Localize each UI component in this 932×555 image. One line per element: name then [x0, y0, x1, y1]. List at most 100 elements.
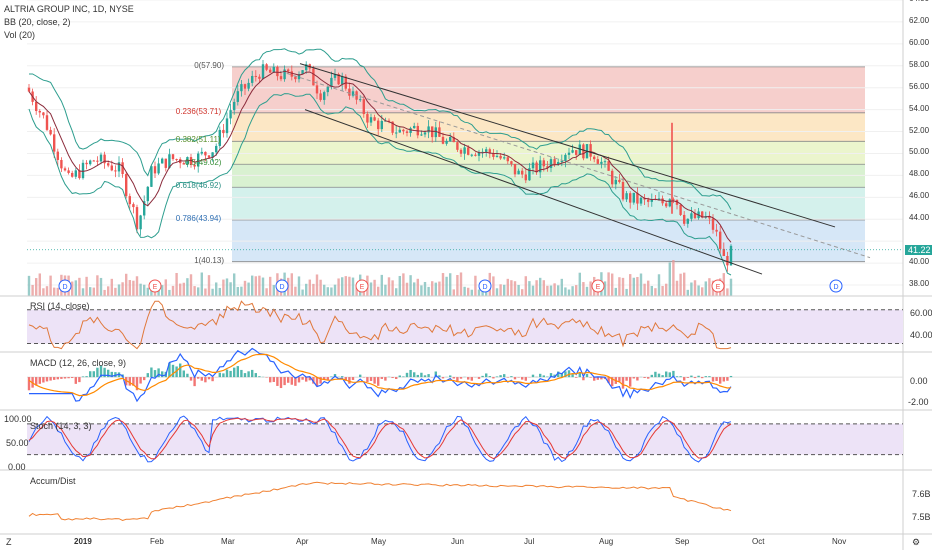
- settings-icon[interactable]: ⚙: [912, 537, 920, 548]
- stoch-tick: 0.00: [8, 462, 26, 472]
- macd-histogram-bar: [406, 373, 408, 377]
- candle-body: [129, 196, 131, 204]
- macd-histogram-bar: [467, 377, 469, 379]
- macd-histogram-bar: [701, 377, 703, 378]
- volume-bar: [517, 285, 519, 296]
- macd-histogram-bar: [539, 374, 541, 377]
- volume-bar: [611, 274, 613, 296]
- macd-histogram-bar: [222, 373, 224, 377]
- price-tick: 62.00: [909, 16, 929, 25]
- candle-body: [204, 152, 206, 156]
- marker-letter: E: [360, 284, 365, 291]
- rsi-label[interactable]: RSI (14, close): [30, 301, 90, 311]
- volume-bar: [240, 287, 242, 296]
- candle-body: [600, 162, 602, 164]
- candle-body: [665, 203, 667, 206]
- macd-histogram-bar: [143, 377, 145, 380]
- macd-histogram-bar: [269, 377, 271, 382]
- macd-histogram-bar: [697, 376, 699, 377]
- volume-bar: [647, 281, 649, 296]
- macd-label[interactable]: MACD (12, 26, close, 9): [30, 358, 126, 368]
- candle-body: [406, 131, 408, 133]
- volume-bar: [229, 282, 231, 296]
- candle-body: [291, 71, 293, 76]
- macd-histogram-bar: [654, 372, 656, 377]
- candle-body: [625, 193, 627, 199]
- macd-histogram-bar: [420, 373, 422, 377]
- volume-bar: [136, 276, 138, 296]
- price-tick: 50.00: [909, 147, 929, 156]
- volume-bar: [85, 277, 87, 296]
- macd-histogram-bar: [391, 377, 393, 378]
- candle-body: [611, 171, 613, 184]
- candle-body: [247, 83, 249, 89]
- candle-body: [363, 99, 365, 114]
- macd-histogram-bar: [85, 376, 87, 377]
- candle-body: [269, 70, 271, 73]
- volume-indicator-label[interactable]: Vol (20): [4, 30, 35, 40]
- zoom-button[interactable]: Z: [6, 537, 12, 547]
- macd-histogram-bar: [658, 374, 660, 377]
- stoch-tick: 50.00: [6, 438, 29, 448]
- volume-bar: [111, 279, 113, 296]
- macd-histogram-bar: [147, 373, 149, 377]
- time-tick: Feb: [150, 537, 164, 546]
- candle-body: [503, 157, 505, 158]
- volume-bar: [46, 286, 48, 296]
- volume-bar: [701, 287, 703, 296]
- macd-histogram-bar: [715, 377, 717, 381]
- candle-body: [413, 126, 415, 128]
- marker-letter: D: [482, 284, 487, 291]
- candle-body: [229, 110, 231, 118]
- candle-body: [132, 204, 134, 207]
- macd-histogram-bar: [705, 376, 707, 377]
- stoch-label[interactable]: Stoch (14, 3, 3): [30, 421, 92, 431]
- time-tick: Mar: [221, 537, 235, 546]
- price-tick: 38.00: [909, 279, 929, 288]
- price-tick: 58.00: [909, 60, 929, 69]
- accum-dist-label[interactable]: Accum/Dist: [30, 476, 76, 486]
- candle-body: [255, 76, 257, 77]
- fib-zone: [232, 141, 865, 164]
- volume-bar: [319, 280, 321, 296]
- volume-bar: [190, 274, 192, 296]
- price-tick: 46.00: [909, 191, 929, 200]
- volume-bar: [496, 288, 498, 296]
- volume-bar: [431, 281, 433, 296]
- volume-bar: [564, 287, 566, 296]
- candle-body: [463, 147, 465, 153]
- volume-bar: [492, 276, 494, 296]
- macd-histogram-bar: [503, 374, 505, 377]
- macd-histogram-bar: [381, 377, 383, 379]
- time-tick: 2019: [74, 537, 92, 546]
- time-tick: May: [371, 537, 386, 546]
- volume-bar: [139, 284, 141, 296]
- macd-histogram-bar: [575, 377, 577, 378]
- fib-level-label: 0.236(53.71): [176, 107, 221, 116]
- bb-indicator-label[interactable]: BB (20, close, 2): [4, 17, 71, 27]
- volume-bar: [175, 273, 177, 296]
- volume-bar: [103, 290, 105, 296]
- marker-letter: D: [279, 284, 284, 291]
- candle-body: [226, 118, 228, 133]
- macd-histogram-bar: [399, 375, 401, 377]
- price-tick: 52.00: [909, 126, 929, 135]
- candle-body: [64, 168, 66, 170]
- candle-body: [485, 149, 487, 152]
- candle-body: [395, 133, 397, 134]
- candle-body: [633, 193, 635, 203]
- macd-histogram-bar: [647, 377, 649, 379]
- volume-bar: [579, 273, 581, 296]
- volume-bar: [708, 278, 710, 296]
- volume-bar: [93, 288, 95, 296]
- candle-body: [341, 77, 343, 85]
- volume-bar: [503, 285, 505, 296]
- candle-body: [460, 150, 462, 154]
- candle-body: [687, 219, 689, 224]
- volume-bar: [474, 276, 476, 296]
- volume-bar: [460, 272, 462, 296]
- candle-body: [399, 130, 401, 133]
- volume-bar: [568, 290, 570, 296]
- macd-histogram-bar: [39, 377, 41, 384]
